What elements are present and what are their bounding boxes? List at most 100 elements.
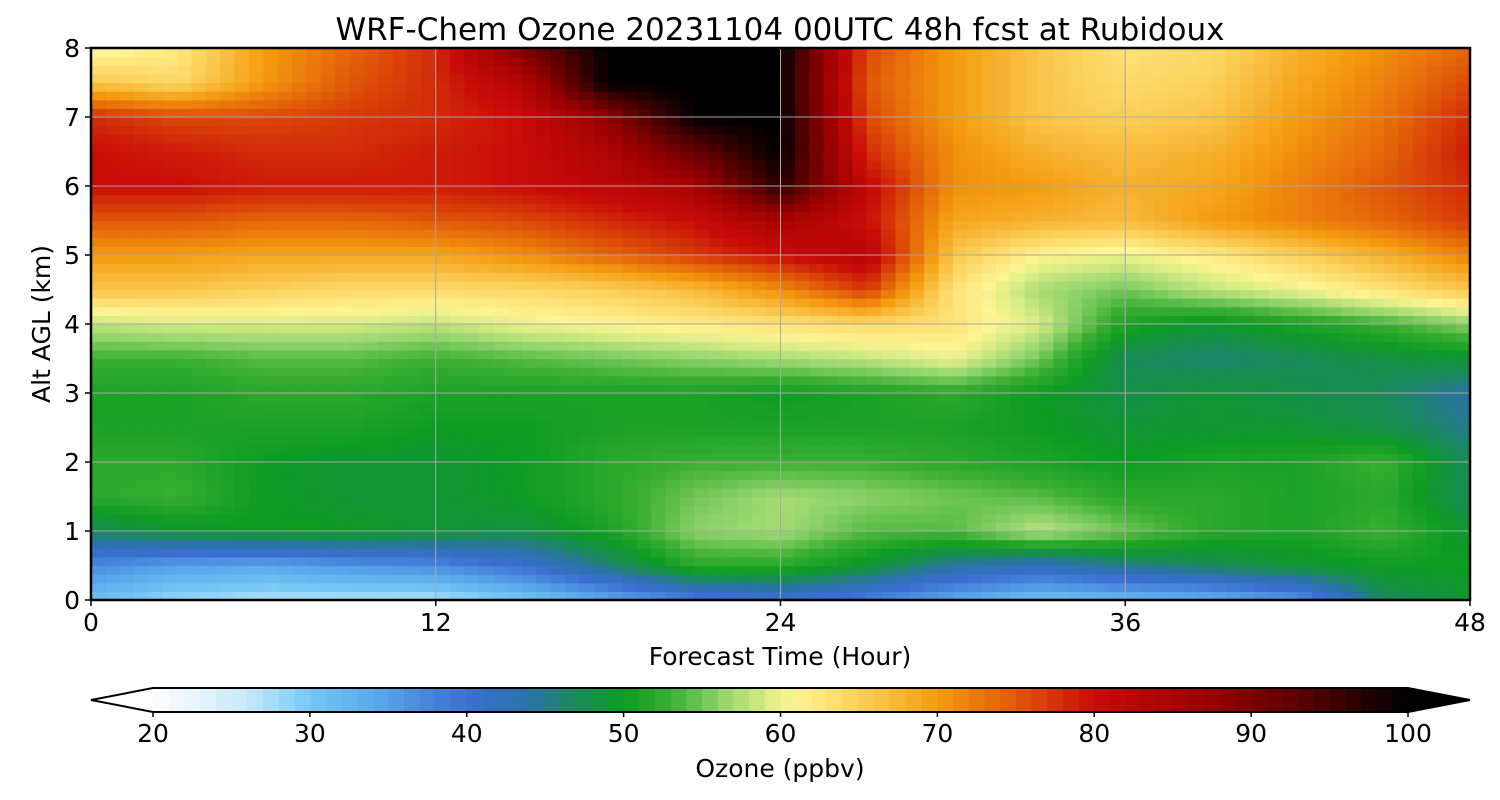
- heatmap-cell: [1024, 341, 1040, 351]
- heatmap-cell: [177, 470, 193, 480]
- heatmap-cell: [292, 375, 308, 385]
- heatmap-cell: [866, 401, 882, 411]
- heatmap-cell: [493, 479, 509, 489]
- heatmap-cell: [263, 142, 279, 153]
- heatmap-cell: [622, 99, 638, 109]
- heatmap-cell: [1139, 203, 1155, 213]
- heatmap-cell: [521, 556, 537, 567]
- heatmap-cell: [579, 565, 595, 575]
- heatmap-cell: [665, 358, 681, 368]
- heatmap-cell: [191, 272, 207, 282]
- heatmap-cell: [737, 220, 753, 230]
- heatmap-cell: [148, 582, 164, 592]
- heatmap-cell: [579, 444, 595, 454]
- heatmap-cell: [1096, 255, 1112, 265]
- heatmap-cell: [579, 160, 595, 170]
- heatmap-cell: [809, 591, 825, 600]
- heatmap-cell: [1010, 479, 1026, 489]
- heatmap-cell: [134, 349, 150, 360]
- heatmap-cell: [191, 556, 207, 567]
- heatmap-cell: [1039, 418, 1055, 429]
- heatmap-cell: [349, 444, 365, 454]
- heatmap-cell: [191, 289, 207, 299]
- heatmap-cell: [148, 444, 164, 454]
- heatmap-cell: [234, 99, 250, 109]
- heatmap-cell: [651, 349, 667, 360]
- heatmap-cell: [119, 194, 135, 204]
- heatmap-cell: [636, 306, 652, 316]
- heatmap-cell: [205, 522, 221, 532]
- heatmap-cell: [565, 470, 580, 480]
- heatmap-cell: [162, 358, 178, 368]
- heatmap-cell: [1182, 349, 1198, 360]
- heatmap-cell: [967, 48, 983, 58]
- heatmap-cell: [263, 505, 279, 515]
- heatmap-cell: [205, 462, 221, 472]
- heatmap-cell: [780, 505, 796, 515]
- heatmap-cell: [751, 324, 767, 334]
- heatmap-cell: [320, 531, 336, 541]
- heatmap-cell: [636, 151, 652, 161]
- heatmap-cell: [263, 280, 279, 291]
- heatmap-cell: [292, 401, 308, 411]
- heatmap-cell: [1053, 203, 1069, 213]
- heatmap-cell: [1096, 513, 1112, 523]
- heatmap-cell: [852, 229, 868, 239]
- heatmap-cell: [1182, 48, 1198, 58]
- heatmap-cell: [119, 108, 135, 118]
- heatmap-cell: [234, 160, 250, 170]
- heatmap-cell: [852, 48, 868, 58]
- heatmap-cell: [277, 505, 293, 515]
- heatmap-cell: [651, 255, 667, 265]
- heatmap-cell: [493, 462, 509, 472]
- heatmap-cell: [349, 384, 365, 394]
- heatmap-cell: [981, 453, 997, 463]
- heatmap-cell: [679, 556, 695, 567]
- heatmap-cell: [378, 384, 394, 394]
- heatmap-cell: [450, 487, 466, 498]
- heatmap-cell: [191, 194, 207, 204]
- heatmap-cell: [421, 108, 437, 118]
- heatmap-cell: [579, 324, 595, 334]
- heatmap-cell: [407, 367, 422, 377]
- heatmap-cell: [191, 418, 207, 429]
- heatmap-cell: [349, 487, 365, 498]
- heatmap-cell: [91, 496, 106, 506]
- heatmap-cell: [249, 401, 264, 411]
- heatmap-cell: [565, 565, 580, 575]
- heatmap-cell: [1039, 556, 1055, 567]
- heatmap-cell: [881, 177, 897, 187]
- heatmap-cell: [665, 229, 681, 239]
- heatmap-cell: [464, 142, 480, 153]
- heatmap-cell: [536, 280, 552, 291]
- heatmap-cell: [1197, 298, 1213, 308]
- heatmap-cell: [536, 315, 552, 325]
- heatmap-cell: [1082, 393, 1098, 403]
- heatmap-cell: [665, 186, 681, 196]
- heatmap-cell: [852, 332, 868, 342]
- heatmap-cell: [837, 134, 853, 144]
- heatmap-cell: [794, 556, 810, 567]
- heatmap-cell: [464, 289, 480, 299]
- heatmap-cell: [651, 151, 667, 161]
- heatmap-cell: [220, 531, 236, 541]
- heatmap-cell: [421, 117, 437, 127]
- heatmap-cell: [852, 487, 868, 498]
- heatmap-cell: [565, 505, 580, 515]
- heatmap-cell: [407, 298, 422, 308]
- heatmap-cell: [895, 505, 911, 515]
- heatmap-cell: [392, 470, 408, 480]
- heatmap-cell: [478, 151, 494, 161]
- heatmap-cell: [1010, 168, 1026, 178]
- heatmap-cell: [608, 565, 624, 575]
- heatmap-cell: [952, 73, 968, 84]
- heatmap-cell: [378, 194, 394, 204]
- heatmap-cell: [134, 582, 150, 592]
- heatmap-cell: [119, 582, 135, 592]
- heatmap-cell: [794, 82, 810, 92]
- heatmap-cell: [938, 142, 954, 153]
- heatmap-cell: [593, 117, 609, 127]
- heatmap-cell: [1197, 125, 1213, 135]
- heatmap-cell: [723, 444, 738, 454]
- heatmap-cell: [967, 384, 983, 394]
